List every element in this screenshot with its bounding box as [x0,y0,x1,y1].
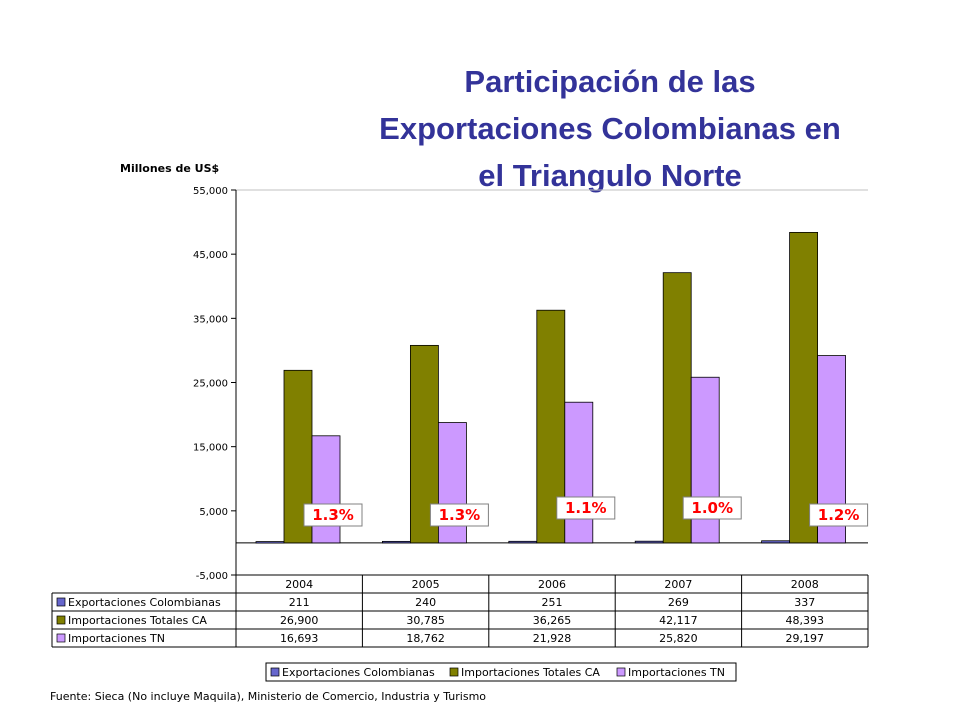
table-cell-value: 29,197 [786,632,825,645]
table-series-name: Exportaciones Colombianas [68,596,221,609]
y-tick-label: 45,000 [193,250,228,261]
table-category-label: 2004 [285,578,313,591]
chart-title: Participación de las Exportaciones Colom… [320,58,900,199]
table-category-label: 2007 [664,578,692,591]
table-cell-value: 240 [415,596,436,609]
share-annotation-label: 1.3% [312,506,354,524]
bar [508,540,538,544]
table-cell-value: 18,762 [406,632,445,645]
table-cell-value: 36,265 [533,614,572,627]
table-category-label: 2008 [791,578,819,591]
bar [634,540,664,544]
table-series-swatch [56,633,66,643]
bar [311,435,341,544]
table-series-name: Importaciones TN [68,632,165,645]
table-cell-value: 251 [542,596,563,609]
share-annotation-box [809,503,869,527]
legend-label: Importaciones Totales CA [461,666,600,679]
y-axis-label: Millones de US$ [120,162,220,175]
table-cell-value: 16,693 [280,632,319,645]
chart-title-line: Participación de las [464,64,756,99]
table-cell-value: 42,117 [659,614,698,627]
y-tick-label: 15,000 [193,443,228,454]
bar [381,540,411,544]
table-cell-value: 269 [668,596,689,609]
bar [761,540,790,544]
bar [789,231,818,544]
legend-swatch [270,667,280,677]
bar [564,401,594,544]
legend-label: Importaciones TN [628,666,725,679]
share-annotation-box [429,503,489,527]
y-tick-label: -5,000 [196,571,228,582]
y-tick-label: 55,000 [193,186,228,197]
share-annotation-label: 1.0% [691,499,733,517]
table-cell-value: 26,900 [280,614,319,627]
share-annotation-label: 1.2% [818,506,860,524]
table-cell-value: 211 [289,596,310,609]
table-cell-value: 30,785 [406,614,445,627]
table-series-swatch [56,615,66,625]
y-tick-label: 35,000 [193,314,228,325]
chart-title-line: el Triangulo Norte [478,158,742,193]
y-tick-label: 5,000 [199,507,228,518]
table-cell-value: 48,393 [786,614,825,627]
share-annotation-box [556,496,616,520]
chart-title-line: Exportaciones Colombianas en [379,111,841,146]
source-note: Fuente: Sieca (No incluye Maquila), Mini… [50,690,487,703]
legend-swatch [616,667,626,677]
table-category-label: 2006 [538,578,566,591]
share-annotation-box [682,496,742,520]
table-cell-value: 21,928 [533,632,572,645]
table-series-swatch [56,597,66,607]
legend-label: Exportaciones Colombianas [282,666,435,679]
share-annotation-label: 1.3% [439,506,481,524]
bar [255,541,285,544]
table-category-label: 2005 [412,578,440,591]
table-cell-value: 337 [794,596,815,609]
table-cell-value: 25,820 [659,632,698,645]
legend-box [265,662,737,682]
share-annotation-label: 1.1% [565,499,607,517]
legend-swatch [449,667,459,677]
y-tick-label: 25,000 [193,379,228,390]
share-annotation-box [303,503,363,527]
table-series-name: Importaciones Totales CA [68,614,207,627]
